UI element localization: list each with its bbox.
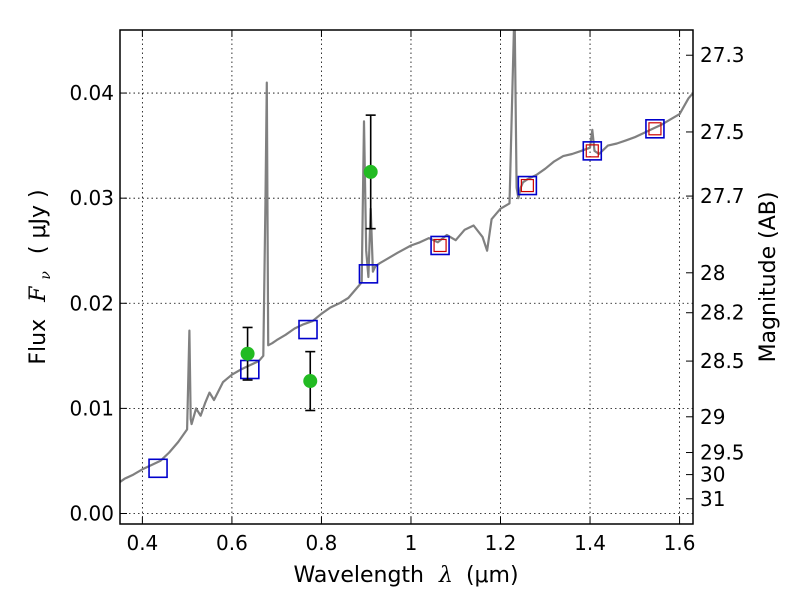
y2-tick-label: 29.5	[700, 441, 745, 465]
x-axis-label: Wavelength λ (μm)	[293, 563, 518, 588]
plot-area	[120, 30, 693, 483]
y-axis-label: Flux F ν ( μJy )	[26, 189, 56, 364]
y2-tick-label: 27.5	[700, 120, 745, 144]
observed-point	[240, 346, 255, 361]
model-point-blue	[148, 458, 168, 479]
x-tick-label: 0.8	[306, 531, 338, 555]
plot-frame	[119, 29, 694, 525]
model-point-red	[585, 144, 599, 158]
y2-tick-label: 27.3	[700, 43, 745, 67]
x-tick-label: 1.6	[664, 531, 696, 555]
y2-tick-label: 28.2	[700, 301, 745, 325]
x-tick-label: 0.4	[126, 531, 158, 555]
model-point-blue	[430, 235, 450, 256]
x-axis-ticks: 0.4 0.6 0.8 1 1.2 1.4 1.6	[126, 30, 695, 555]
y-tick-label: 0.00	[69, 501, 114, 525]
x-tick-label: 1.4	[574, 531, 606, 555]
y-tick-label: 0.01	[69, 396, 114, 420]
y-tick-label: 0.02	[69, 291, 114, 315]
model-point-blue	[298, 319, 318, 340]
y-tick-label: 0.04	[69, 81, 114, 105]
x-tick-label: 1	[405, 531, 418, 555]
model-point-red	[433, 238, 447, 253]
grid-lines	[120, 30, 693, 524]
y2-tick-label: 28	[700, 261, 725, 285]
spectrum-line	[120, 30, 693, 483]
model-point-red	[520, 178, 534, 193]
observed-point	[303, 374, 318, 389]
model-point-blue	[645, 119, 665, 139]
observed-point	[363, 164, 378, 179]
x-tick-label: 1.2	[485, 531, 517, 555]
y2-tick-label: 30	[700, 463, 725, 487]
y2-axis-label: Magnitude (AB)	[756, 192, 781, 363]
model-point-blue	[240, 359, 260, 380]
y-axis-ticks: 0.00 0.01 0.02 0.03 0.04	[69, 81, 127, 525]
x-tick-label: 0.6	[216, 531, 248, 555]
y2-tick-label: 28.5	[700, 349, 745, 373]
y2-tick-label: 29	[700, 405, 725, 429]
model-point-red	[648, 122, 662, 136]
model-point-blue	[517, 175, 538, 196]
model-point-blue	[582, 141, 603, 161]
model-point-blue	[358, 264, 379, 284]
y-tick-label: 0.03	[69, 186, 114, 210]
y2-tick-label: 27.7	[700, 184, 745, 208]
y2-tick-label: 31	[700, 487, 725, 511]
